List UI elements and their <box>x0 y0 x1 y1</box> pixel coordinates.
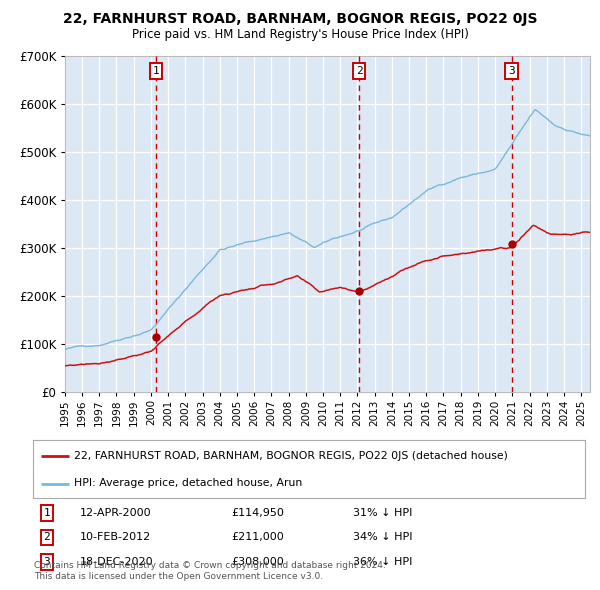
Text: Contains HM Land Registry data © Crown copyright and database right 2024.: Contains HM Land Registry data © Crown c… <box>34 560 386 569</box>
Text: £211,000: £211,000 <box>232 532 284 542</box>
Text: 10-FEB-2012: 10-FEB-2012 <box>80 532 151 542</box>
Text: 3: 3 <box>508 66 515 76</box>
Text: This data is licensed under the Open Government Licence v3.0.: This data is licensed under the Open Gov… <box>34 572 323 581</box>
Text: 1: 1 <box>43 508 50 518</box>
Text: 34% ↓ HPI: 34% ↓ HPI <box>353 532 413 542</box>
Text: 18-DEC-2020: 18-DEC-2020 <box>80 557 154 567</box>
Text: 36% ↓ HPI: 36% ↓ HPI <box>353 557 413 567</box>
Text: 2: 2 <box>43 532 50 542</box>
Text: 31% ↓ HPI: 31% ↓ HPI <box>353 508 413 518</box>
Text: 22, FARNHURST ROAD, BARNHAM, BOGNOR REGIS, PO22 0JS (detached house): 22, FARNHURST ROAD, BARNHAM, BOGNOR REGI… <box>74 451 508 461</box>
Text: 22, FARNHURST ROAD, BARNHAM, BOGNOR REGIS, PO22 0JS: 22, FARNHURST ROAD, BARNHAM, BOGNOR REGI… <box>63 12 537 26</box>
Text: 2: 2 <box>356 66 362 76</box>
Text: £114,950: £114,950 <box>232 508 284 518</box>
Text: Price paid vs. HM Land Registry's House Price Index (HPI): Price paid vs. HM Land Registry's House … <box>131 28 469 41</box>
Text: HPI: Average price, detached house, Arun: HPI: Average price, detached house, Arun <box>74 478 302 489</box>
Text: 12-APR-2000: 12-APR-2000 <box>80 508 152 518</box>
Text: £308,000: £308,000 <box>232 557 284 567</box>
Text: 3: 3 <box>43 557 50 567</box>
Text: 1: 1 <box>152 66 159 76</box>
